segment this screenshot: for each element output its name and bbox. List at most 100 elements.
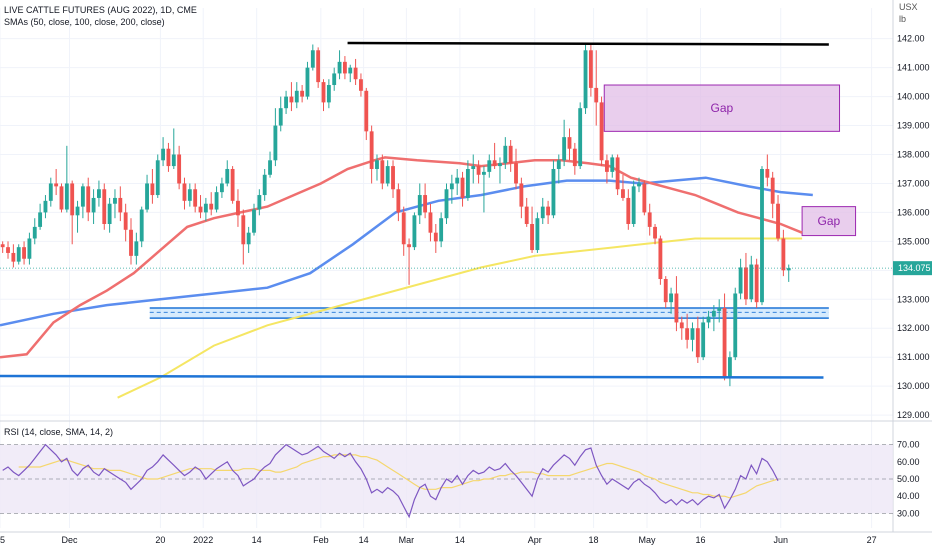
price-tick-label: 135.000	[897, 236, 930, 246]
date-tick-label: 14	[252, 535, 262, 545]
sma-legend: SMAs (50, close, 100, close, 200, close)	[4, 17, 165, 27]
candle-body	[219, 183, 224, 193]
candle-body	[118, 197, 123, 213]
gap-zone-2	[801, 206, 857, 237]
candle-body	[59, 186, 64, 210]
candle-body	[535, 218, 540, 251]
candle-body	[353, 67, 358, 80]
candle-body	[32, 226, 37, 239]
date-tick-label: Apr	[528, 535, 542, 545]
candle-body	[359, 79, 363, 91]
date-tick-label: 16	[695, 535, 705, 545]
candle-body	[150, 183, 155, 196]
candle-body	[765, 168, 770, 178]
support-line	[0, 374, 824, 379]
candle-body	[492, 160, 497, 167]
price-tick-label: 142.00	[897, 34, 925, 44]
candle-body	[546, 206, 551, 216]
candle-body	[519, 183, 524, 207]
candle-body	[428, 212, 433, 233]
candle-body	[369, 131, 374, 169]
date-tick-label: 27	[867, 535, 877, 545]
candle-body	[711, 310, 716, 317]
rsi-tick-label: 30.00	[897, 508, 920, 518]
candle-body	[551, 168, 556, 216]
candle-body	[412, 215, 417, 248]
candle-body	[54, 183, 59, 187]
candle-body	[631, 186, 636, 224]
candle-body	[658, 238, 663, 280]
candle-body	[690, 328, 695, 340]
candle-body	[321, 82, 326, 103]
candle-body	[273, 125, 278, 161]
candle-body	[198, 206, 203, 213]
candle-body	[562, 137, 567, 161]
sma200-line	[0, 176, 813, 327]
candle-body	[540, 206, 545, 219]
support-zone	[149, 307, 829, 319]
candle-body	[22, 247, 26, 259]
candle-body	[257, 195, 262, 210]
price-tick-label: 137.000	[897, 178, 930, 188]
candle-body	[236, 200, 240, 216]
candle-body	[129, 229, 133, 256]
candle-body	[102, 189, 107, 224]
candle-body	[572, 148, 577, 167]
candle-body	[214, 192, 219, 210]
last-price-label: 134.075	[898, 263, 931, 273]
chart-title: LIVE CATTLE FUTURES (AUG 2022), 1D, CME	[4, 5, 197, 15]
sma50-line	[0, 156, 803, 359]
candle-body	[155, 160, 160, 196]
rsi-tick-label: 70.00	[897, 440, 920, 450]
candle-body	[786, 268, 791, 271]
candle-body	[754, 264, 759, 303]
candle-body	[626, 197, 631, 224]
date-tick-label: 20	[155, 535, 165, 545]
candle-body	[64, 183, 69, 210]
candle-body	[674, 293, 679, 323]
candle-body	[80, 186, 85, 207]
date-tick-label: 18	[589, 535, 599, 545]
candle-body	[193, 189, 198, 207]
rsi-ma-line	[18, 454, 779, 499]
candle-body	[460, 177, 465, 198]
candle-body	[706, 316, 711, 323]
candle-body	[498, 163, 502, 167]
candle-body	[348, 67, 353, 74]
sma100-line	[117, 237, 803, 399]
candle-body	[749, 264, 754, 300]
candle-body	[91, 197, 96, 213]
candle-body	[647, 212, 652, 227]
price-tick-label: 139.000	[897, 121, 930, 131]
candle-body	[556, 160, 561, 169]
candle-body	[177, 154, 182, 184]
candle-body	[75, 206, 80, 216]
candle-body	[134, 241, 139, 256]
date-tick-label: Jun	[773, 535, 788, 545]
candle-body	[139, 209, 144, 242]
candle-body	[6, 247, 10, 253]
price-tick-label: 133.000	[897, 294, 930, 304]
candle-body	[11, 252, 16, 262]
candle-body	[760, 168, 764, 303]
candle-body	[588, 50, 593, 88]
candle-body	[669, 293, 674, 303]
candle-body	[717, 307, 722, 311]
candle-body	[187, 189, 192, 201]
candle-body	[380, 160, 385, 184]
candle-body	[476, 166, 481, 175]
candle-body	[38, 212, 43, 227]
candle-body	[465, 168, 470, 198]
candle-body	[97, 189, 101, 198]
candle-body	[449, 183, 454, 190]
price-tick-label: 131.000	[897, 352, 930, 362]
candle-body	[278, 108, 283, 126]
price-tick-label: 130.000	[897, 381, 930, 391]
candle-body	[43, 200, 48, 213]
candle-body	[294, 90, 299, 103]
gap-zone-1	[603, 84, 841, 132]
candle-body	[604, 160, 609, 172]
candle-body	[305, 67, 310, 97]
candle-body	[727, 357, 732, 378]
candle-body	[284, 96, 289, 109]
